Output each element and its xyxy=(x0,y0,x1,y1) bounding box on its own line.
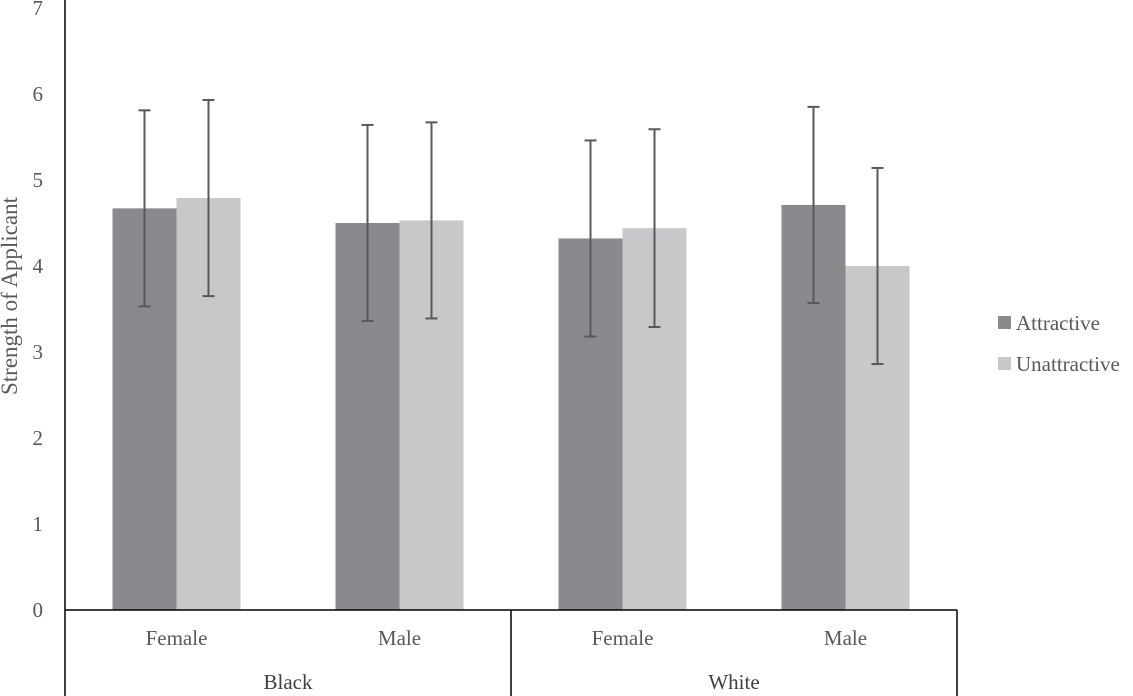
y-tick-label: 2 xyxy=(33,426,44,450)
legend: Attractive Unattractive xyxy=(998,311,1120,376)
y-tick-label: 6 xyxy=(33,82,44,106)
x-group-label: White xyxy=(708,670,759,694)
bars-layer xyxy=(112,198,910,611)
y-tick-label: 1 xyxy=(33,512,44,536)
legend-label-unattractive: Unattractive xyxy=(1016,352,1120,376)
y-tick-label: 7 xyxy=(33,0,44,20)
y-axis-label: Strength of Applicant xyxy=(0,196,22,395)
x-category-labels: Female Male Female Male Black White xyxy=(146,626,867,694)
x-category-label: Female xyxy=(146,626,208,650)
x-category-label: Male xyxy=(824,626,867,650)
y-tick-label: 0 xyxy=(33,598,44,622)
axes-layer xyxy=(64,0,958,696)
y-tick-label: 4 xyxy=(33,254,44,278)
legend-label-attractive: Attractive xyxy=(1016,311,1100,335)
x-group-label: Black xyxy=(264,670,313,694)
y-tick-labels: 0 1 2 3 4 5 6 7 xyxy=(33,0,44,622)
legend-swatch-unattractive xyxy=(998,357,1011,370)
legend-swatch-attractive xyxy=(998,316,1011,329)
y-tick-label: 5 xyxy=(33,168,44,192)
x-category-label: Female xyxy=(592,626,654,650)
y-tick-label: 3 xyxy=(33,340,44,364)
x-category-label: Male xyxy=(378,626,421,650)
error-bars-layer xyxy=(138,99,884,366)
